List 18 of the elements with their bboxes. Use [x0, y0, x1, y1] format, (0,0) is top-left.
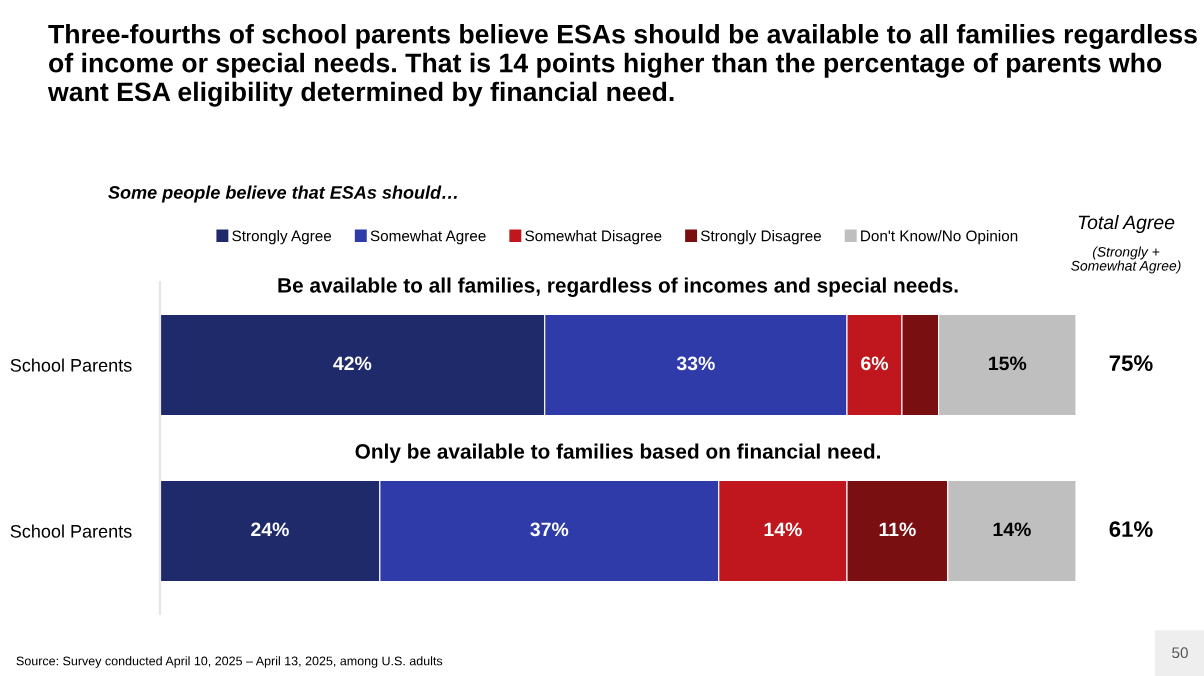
- annotation: Be available to all families, regardless of incomes and special needs.: [278, 277, 958, 297]
- text: 61%: [1109, 521, 1153, 537]
- text: 75%: [1109, 355, 1153, 371]
- data-label: 33%: [676, 356, 715, 371]
- data-label: 15%: [989, 356, 1027, 371]
- data-label: 37%: [530, 522, 569, 537]
- y-tick-label: School Parents: [10, 524, 132, 538]
- y-tick-label: School Parents: [10, 358, 132, 372]
- text: Some people believe that ESAs should…: [108, 185, 457, 203]
- annotation: Only be available to families based on financial need.: [355, 443, 880, 463]
- data-label: 14%: [764, 522, 802, 537]
- data-label: 6%: [861, 356, 889, 371]
- data-label: 42%: [333, 356, 372, 371]
- data-label: 11%: [879, 522, 916, 537]
- data-label: 14%: [993, 522, 1031, 537]
- text: Total Agree: [1078, 214, 1175, 234]
- data-label: 24%: [251, 522, 289, 537]
- chart-title: Three-fourths of school parents believe ESAs should be available to all families regardless of income or special needs. That is 14 points higher than the percentage of parents who want ESA eligibility determined by financial need.: [47, 24, 1197, 107]
